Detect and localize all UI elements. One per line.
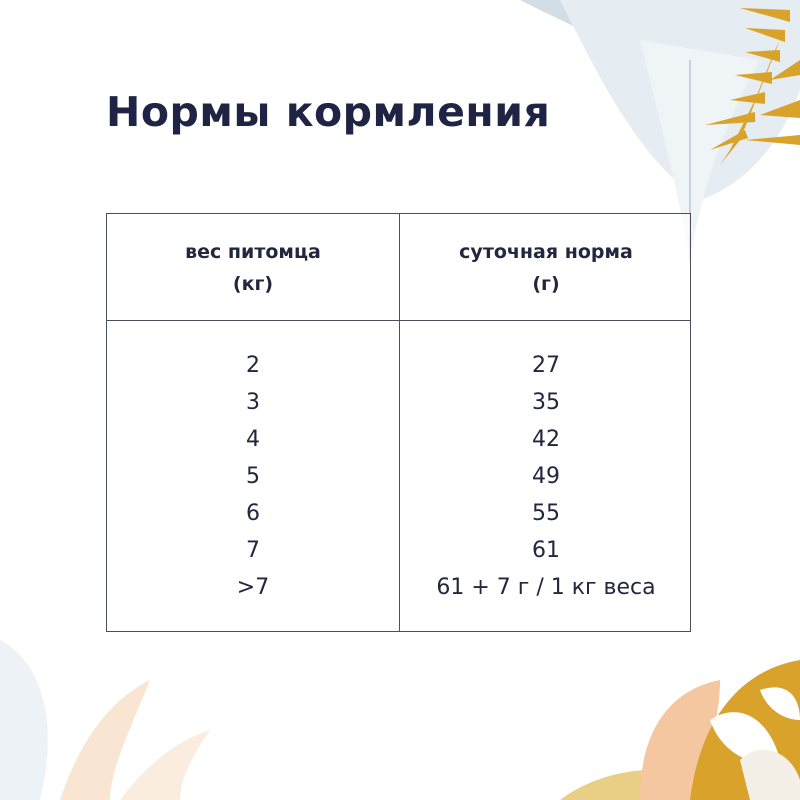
top-right-leaves — [520, 0, 800, 260]
feeding-table: вес питомца (кг) суточная норма (г) 2 3 … — [106, 213, 691, 632]
cell-weight: 2 — [246, 353, 260, 378]
gold-fern — [705, 0, 800, 165]
column-divider — [399, 214, 400, 631]
cell-weight: 5 — [246, 464, 260, 489]
cell-norm: 27 — [532, 353, 560, 378]
cell-weight: 3 — [246, 390, 260, 415]
cell-weight: 6 — [246, 501, 260, 526]
cell-norm: 35 — [532, 390, 560, 415]
header-pet-weight: вес питомца (кг) — [185, 241, 321, 295]
cell-norm: 42 — [532, 427, 560, 452]
cell-norm: 61 — [532, 538, 560, 563]
bottom-left-leaves — [0, 640, 210, 800]
bottom-right-leaves — [560, 660, 800, 800]
header-daily-norm: суточная норма (г) — [459, 241, 633, 295]
page-title: Нормы кормления — [106, 88, 551, 136]
cell-weight: 4 — [246, 427, 260, 452]
cell-weight: >7 — [236, 575, 270, 600]
weight-column: 2 3 4 5 6 7 >7 — [107, 347, 399, 606]
cell-norm: 61 + 7 г / 1 кг веса — [436, 575, 656, 600]
norm-column: 27 35 42 49 55 61 61 + 7 г / 1 кг веса — [400, 347, 692, 606]
cell-weight: 7 — [246, 538, 260, 563]
cell-norm: 49 — [532, 464, 560, 489]
cell-norm: 55 — [532, 501, 560, 526]
header-divider — [107, 320, 690, 321]
